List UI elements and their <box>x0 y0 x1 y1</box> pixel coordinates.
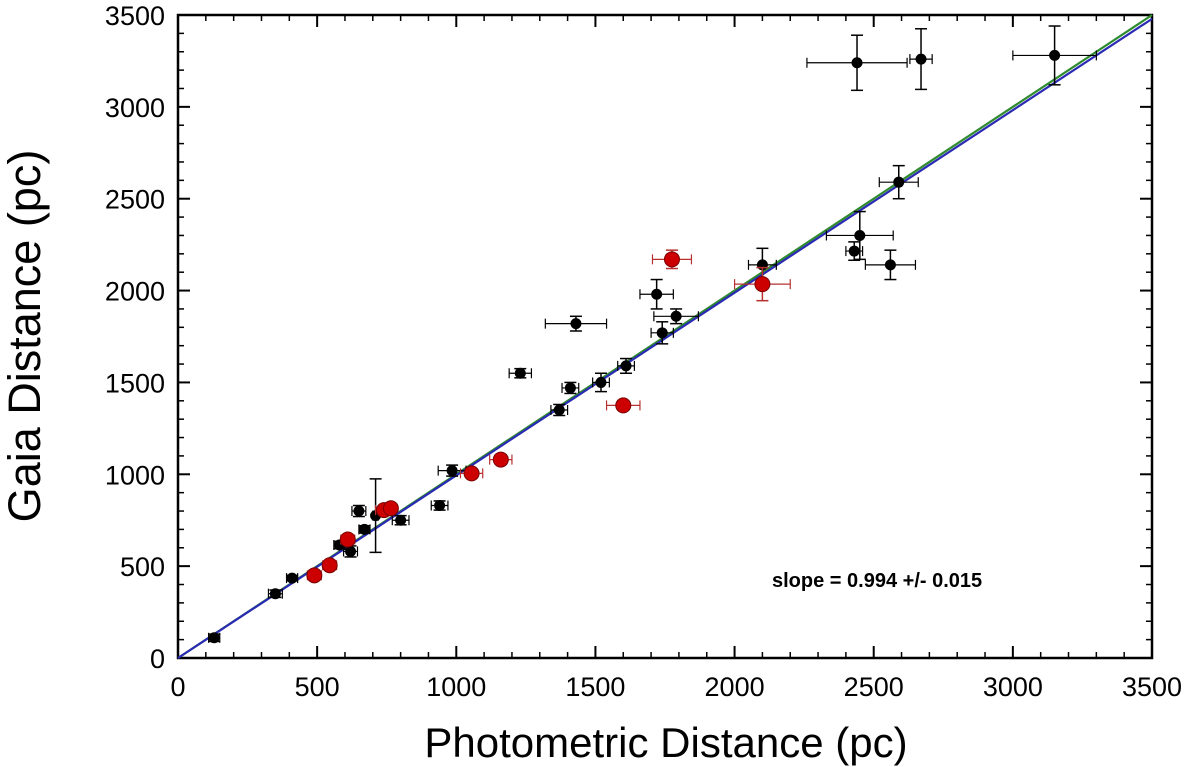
y-tick-label: 3000 <box>105 93 165 123</box>
black-marker <box>893 176 905 188</box>
red-point <box>489 451 513 468</box>
black-marker <box>1049 49 1061 61</box>
y-tick-label: 3500 <box>105 1 165 31</box>
x-tick-label: 1500 <box>565 672 625 702</box>
black-point <box>909 28 933 91</box>
black-marker <box>286 572 298 584</box>
black-marker <box>269 588 281 600</box>
y-tick-label: 1000 <box>105 460 165 490</box>
black-marker <box>848 245 860 257</box>
black-point <box>592 372 610 393</box>
black-marker <box>358 523 370 535</box>
black-marker <box>434 500 446 512</box>
y-tick-label: 2000 <box>105 277 165 307</box>
black-marker <box>595 376 607 388</box>
black-point <box>561 381 580 395</box>
y-tick-label: 0 <box>150 644 165 674</box>
black-point <box>864 249 917 281</box>
y-tick-label: 2500 <box>105 185 165 215</box>
red-marker <box>463 465 480 482</box>
black-point <box>550 403 569 417</box>
black-marker <box>553 404 565 416</box>
tick-labels: 0 500 1000 1500 2000 2500 3000 3500 0 500 1000 1500… <box>105 1 1182 702</box>
red-point <box>459 465 484 482</box>
x-tick-label: 3500 <box>1122 672 1182 702</box>
y-tick-label: 1500 <box>105 368 165 398</box>
red-point <box>306 567 323 584</box>
red-point <box>321 557 338 574</box>
red-point <box>382 500 399 517</box>
black-point <box>639 278 674 310</box>
black-marker <box>395 514 407 526</box>
plot-frame <box>176 13 1154 660</box>
black-marker <box>446 465 458 477</box>
black-marker <box>656 327 668 339</box>
black-point <box>208 632 221 644</box>
x-tick-label: 3000 <box>983 672 1043 702</box>
black-point <box>267 588 283 600</box>
black-point <box>806 34 908 92</box>
red-marker <box>754 276 771 293</box>
black-marker <box>915 53 927 65</box>
black-point <box>878 164 919 200</box>
slope-annotation: slope = 0.994 +/- 0.015 <box>772 570 982 592</box>
black-point <box>358 523 371 535</box>
black-marker <box>884 259 896 271</box>
black-point <box>617 357 635 374</box>
fit-line <box>177 17 1153 659</box>
black-point <box>653 308 699 325</box>
black-marker <box>514 367 526 379</box>
black-point <box>351 504 367 518</box>
x-axis-title: Photometric Distance (pc) <box>424 719 907 766</box>
red-point <box>605 397 641 414</box>
black-marker <box>345 545 357 557</box>
black-point <box>285 572 299 584</box>
black-marker <box>854 229 866 241</box>
black-point <box>845 241 864 262</box>
y-tick-label: 500 <box>120 552 165 582</box>
red-marker <box>382 500 399 517</box>
black-marker <box>620 360 632 372</box>
black-point <box>437 464 467 477</box>
black-marker <box>353 505 365 517</box>
black-marker <box>564 382 576 394</box>
black-point <box>430 500 449 512</box>
black-marker <box>208 632 220 644</box>
black-point <box>650 321 674 345</box>
black-marker <box>651 288 663 300</box>
red-marker <box>339 531 356 548</box>
x-tick-label: 500 <box>295 672 340 702</box>
black-marker <box>570 318 582 330</box>
data-points <box>208 25 1097 644</box>
red-marker <box>321 557 338 574</box>
red-point <box>339 531 356 548</box>
red-point <box>651 249 693 270</box>
red-marker <box>492 451 509 468</box>
x-tick-label: 2500 <box>844 672 904 702</box>
red-point <box>733 266 791 302</box>
axis-ticks <box>177 14 1153 659</box>
red-marker <box>663 251 680 268</box>
x-tick-label: 2000 <box>705 672 765 702</box>
black-point <box>391 514 410 526</box>
black-point <box>825 210 894 261</box>
black-point <box>544 315 608 332</box>
red-marker <box>615 397 632 414</box>
x-tick-label: 1000 <box>426 672 486 702</box>
black-point <box>508 367 533 379</box>
x-tick-label: 0 <box>170 672 185 702</box>
red-marker <box>306 567 323 584</box>
black-marker <box>670 310 682 322</box>
black-marker <box>851 57 863 69</box>
black-point <box>369 478 382 554</box>
y-axis-title: Gaia Distance (pc) <box>0 150 50 523</box>
black-point <box>1012 25 1097 86</box>
